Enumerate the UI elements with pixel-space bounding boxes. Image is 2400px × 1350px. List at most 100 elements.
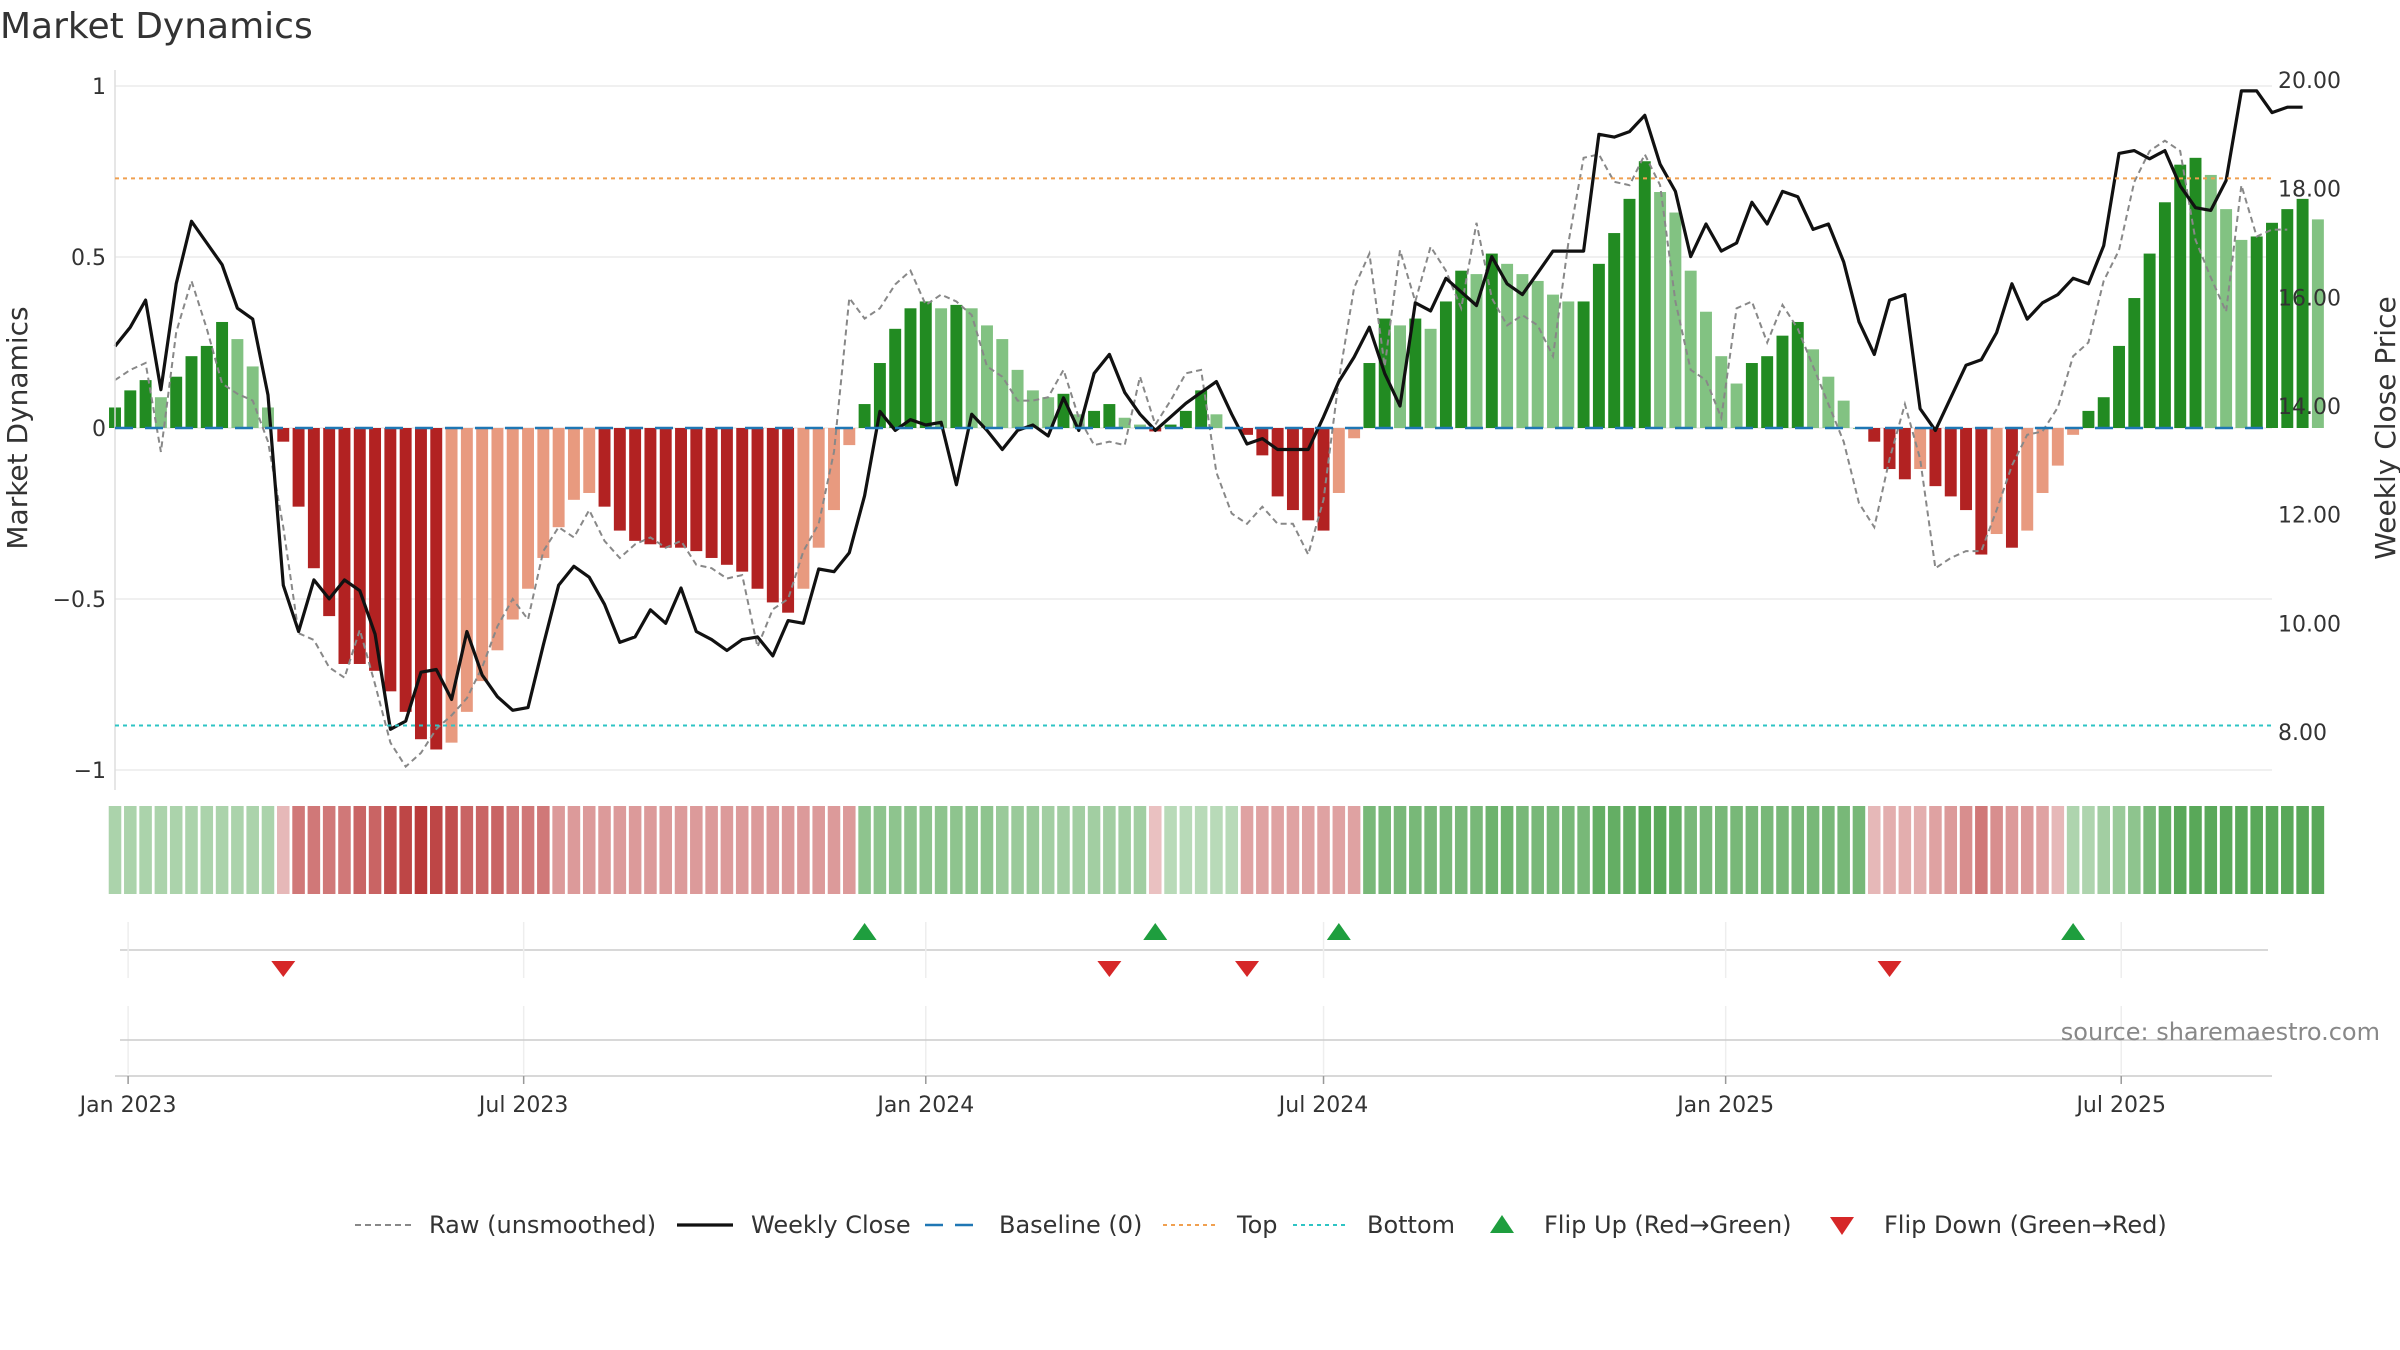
regime-cell <box>429 806 443 894</box>
bars-layer <box>109 157 2324 750</box>
regime-cell <box>1087 806 1101 894</box>
source-label: source: sharemaestro.com <box>2061 1018 2380 1046</box>
regime-cell <box>1837 806 1850 894</box>
x-tick-label: Jan 2023 <box>78 1093 177 1118</box>
regime-cell <box>1623 806 1636 894</box>
regime-cell <box>1500 806 1514 894</box>
regime-cell <box>1286 806 1300 894</box>
regime-cell <box>2020 806 2034 894</box>
x-tick-label: Jan 2025 <box>1675 1093 1774 1118</box>
bar <box>2021 428 2034 531</box>
bar <box>1348 428 1361 439</box>
bar <box>1286 428 1299 511</box>
bar <box>1975 428 1988 555</box>
bar <box>1164 424 1177 428</box>
bar <box>1241 428 1254 435</box>
bar <box>1654 192 1667 428</box>
bar <box>690 428 703 552</box>
legend-swatch <box>1490 1215 1514 1233</box>
regime-cell <box>1546 806 1560 894</box>
bar <box>1363 363 1376 428</box>
legend-swatch <box>1830 1217 1854 1235</box>
bar <box>414 428 427 740</box>
regime-cell <box>1256 806 1269 894</box>
bar <box>1638 161 1651 429</box>
regime-cell <box>1148 806 1162 894</box>
bar <box>1439 301 1452 428</box>
bar <box>1730 383 1743 428</box>
regime-cell <box>1103 806 1116 894</box>
regime-cell <box>1745 806 1759 894</box>
bar <box>2005 428 2018 548</box>
bar <box>1577 301 1590 428</box>
legend-label: Bottom <box>1367 1211 1455 1239</box>
regime-cell <box>2173 806 2187 894</box>
regime-cell <box>827 806 841 894</box>
regime-cell <box>1607 806 1621 894</box>
regime-cell <box>1179 806 1193 894</box>
bar <box>1669 212 1682 428</box>
bar <box>460 428 473 712</box>
regime-cell <box>2112 806 2126 894</box>
regime-cell <box>735 806 749 894</box>
regime-cell <box>690 806 703 894</box>
legend-item: Raw (unsmoothed) <box>355 1211 656 1239</box>
bar <box>1195 390 1208 428</box>
bar <box>200 345 213 428</box>
regime-cell <box>1638 806 1652 894</box>
legend-label: Flip Down (Green→Red) <box>1884 1211 2167 1239</box>
bar <box>981 325 993 428</box>
bar <box>216 321 229 428</box>
chart-title: Market Dynamics <box>0 6 313 47</box>
flip-up-marker <box>1326 923 1351 940</box>
regime-cell <box>2281 806 2294 894</box>
regime-cell <box>858 806 871 894</box>
regime-cell <box>185 806 198 894</box>
bar <box>1791 321 1804 428</box>
bar <box>2189 157 2202 428</box>
regime-cell <box>2143 806 2156 894</box>
y-right-tick-label: 18.00 <box>2278 178 2341 203</box>
regime-cell <box>1271 806 1284 894</box>
regime-cell <box>705 806 718 894</box>
bar <box>2235 239 2248 428</box>
regime-cell <box>644 806 657 894</box>
regime-cell <box>353 806 367 894</box>
regime-cell <box>2235 806 2248 894</box>
regime-strip <box>108 806 2325 894</box>
regime-cell <box>1470 806 1483 894</box>
bar <box>246 366 259 428</box>
bar <box>522 428 535 589</box>
bar <box>2204 174 2217 428</box>
regime-cell <box>1424 806 1437 894</box>
regime-cell <box>399 806 412 894</box>
bar <box>736 428 749 572</box>
regime-cell <box>414 806 428 894</box>
regime-cell <box>169 806 183 894</box>
bar <box>369 428 382 671</box>
bar <box>445 428 458 743</box>
bar <box>1944 428 1957 497</box>
bar <box>2174 164 2187 428</box>
regime-cell <box>2128 806 2141 894</box>
regime-cell <box>552 806 565 894</box>
bar <box>307 428 320 569</box>
bar <box>1179 410 1192 428</box>
regime-cell <box>873 806 887 894</box>
bar <box>476 428 489 682</box>
bar <box>1332 428 1345 493</box>
bar <box>567 428 580 500</box>
bar <box>1562 301 1575 428</box>
flip-down-marker <box>271 961 296 977</box>
regime-cell <box>628 806 642 894</box>
lines-layer <box>113 89 2303 769</box>
bar <box>338 428 351 664</box>
bar <box>552 428 565 528</box>
regime-cell <box>2204 806 2218 894</box>
bar <box>996 339 1009 428</box>
bar <box>705 428 718 558</box>
y-right-tick-label: 20.00 <box>2278 69 2341 94</box>
bar <box>1807 349 1820 428</box>
empty-panel <box>120 1006 2268 1074</box>
regime-cell <box>965 806 978 894</box>
